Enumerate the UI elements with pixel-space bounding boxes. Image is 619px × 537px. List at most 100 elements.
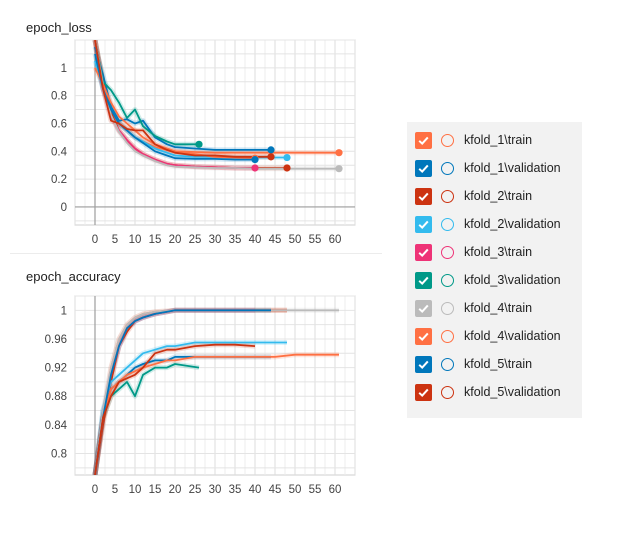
legend-item[interactable]: kfold_4\train [415,297,532,319]
checkbox-checked-icon[interactable] [415,131,432,149]
y-tick-label: 0.4 [51,146,68,158]
series-line[interactable] [94,343,256,475]
x-tick-label: 10 [129,484,142,496]
radio-circle-icon[interactable] [441,357,454,371]
checkbox-checked-icon[interactable] [415,327,432,345]
legend-label: kfold_2\train [464,189,533,203]
x-tick-label: 30 [209,484,222,496]
y-tick-label: 0.84 [45,420,68,432]
series-end-point[interactable] [283,164,291,172]
x-tick-label: 15 [149,234,162,246]
x-tick-label: 5 [112,484,118,496]
y-tick-label: 1 [61,63,67,75]
radio-circle-icon[interactable] [441,217,454,231]
legend-label: kfold_5\train [464,357,533,371]
series-line[interactable] [94,309,271,475]
radio-circle-icon[interactable] [441,385,454,399]
series-group [92,40,343,173]
y-tick-label: 0.96 [45,334,67,346]
series-end-point[interactable] [251,156,259,164]
radio-circle-icon[interactable] [441,189,454,203]
x-tick-label: 35 [229,484,242,496]
x-tick-label: 40 [249,234,262,246]
checkbox-checked-icon[interactable] [415,187,432,205]
x-tick-label: 60 [329,234,342,246]
x-tick-label: 55 [309,234,322,246]
legend-item[interactable]: kfold_5\validation [415,381,561,403]
checkbox-checked-icon[interactable] [415,215,432,233]
legend-item[interactable]: kfold_1\validation [415,157,561,179]
legend-item[interactable]: kfold_3\validation [415,269,561,291]
x-tick-label: 0 [92,484,98,496]
y-tick-label: 0.2 [51,174,67,186]
checkbox-checked-icon[interactable] [415,299,432,317]
series-line[interactable] [94,40,271,158]
series-line[interactable] [94,46,271,151]
series-line[interactable] [94,53,255,161]
x-tick-label: 45 [269,484,282,496]
x-tick-label: 25 [189,234,202,246]
series-end-point[interactable] [195,140,203,148]
legend-item[interactable]: kfold_2\train [415,185,532,207]
y-tick-label: 0.88 [45,391,67,403]
series-end-point[interactable] [251,164,259,172]
y-tick-label: 0.8 [51,449,67,461]
series-line[interactable] [94,40,199,146]
checkbox-checked-icon[interactable] [415,383,432,401]
x-tick-label: 35 [229,234,242,246]
loss-plot[interactable]: 0 5 10 15 20 25 30 35 40 45 50 55 60 0 0.2 0.4 0.6 0.8 1 [0,0,400,250]
legend-item[interactable]: kfold_2\validation [415,213,561,235]
x-tick-label: 30 [209,234,222,246]
series-end-point[interactable] [335,165,343,173]
checkbox-checked-icon[interactable] [415,271,432,289]
y-tick-label: 0.6 [51,118,67,130]
y-tick-label: 0.8 [51,91,67,103]
series-end-point[interactable] [283,153,291,162]
radio-circle-icon[interactable] [441,301,454,315]
legend-item[interactable]: kfold_3\train [415,241,532,263]
legend-label: kfold_4\train [464,301,533,315]
x-tick-label: 60 [329,484,342,496]
legend-label: kfold_1\train [464,133,533,147]
series-shadow [92,340,287,475]
legend-item[interactable]: kfold_4\validation [415,325,561,347]
legend-item[interactable]: kfold_1\train [415,129,532,151]
x-tick-label: 0 [92,234,98,246]
radio-circle-icon[interactable] [441,329,454,343]
series-group [92,307,339,476]
radio-circle-icon[interactable] [441,245,454,259]
x-tick-label: 10 [129,234,142,246]
checkbox-checked-icon[interactable] [415,243,432,261]
accuracy-chart: epoch_accuracy 0 5 10 15 20 25 30 35 40 45 50 55 60 0… [0,258,400,508]
legend-label: kfold_4\validation [464,329,561,343]
legend-label: kfold_2\validation [464,217,561,231]
y-tick-label: 0.92 [45,363,67,375]
series-line[interactable] [94,341,287,476]
series-end-point[interactable] [335,149,343,157]
accuracy-plot[interactable]: 0 5 10 15 20 25 30 35 40 45 50 55 60 0.8 0.84 0.88 0.92 0… [0,258,400,508]
legend-item[interactable]: kfold_5\train [415,353,532,375]
series-end-point[interactable] [267,146,275,154]
series-legend: kfold_1\train kfold_1\validation kfold_2\t… [407,122,582,418]
checkbox-checked-icon[interactable] [415,159,432,177]
x-tick-label: 20 [169,234,182,246]
radio-circle-icon[interactable] [441,273,454,287]
y-tick-label: 0 [61,202,67,214]
radio-circle-icon[interactable] [441,161,454,175]
chart-divider [10,253,382,254]
x-tick-label: 50 [289,484,302,496]
legend-label: kfold_5\validation [464,385,561,399]
checkbox-checked-icon[interactable] [415,355,432,373]
x-tick-label: 40 [249,484,262,496]
radio-circle-icon[interactable] [441,133,454,147]
legend-label: kfold_3\validation [464,273,561,287]
x-tick-label: 50 [289,234,302,246]
series-line[interactable] [94,353,339,475]
x-tick-label: 45 [269,234,282,246]
x-tick-label: 5 [112,234,118,246]
loss-chart-title: epoch_loss [26,20,92,35]
series-end-point[interactable] [267,153,275,161]
loss-chart: epoch_loss 0 5 10 15 20 25 30 35 40 45 50 55 60 0 0.2 0… [0,0,400,250]
series-line[interactable] [94,40,339,170]
x-tick-label: 20 [169,484,182,496]
